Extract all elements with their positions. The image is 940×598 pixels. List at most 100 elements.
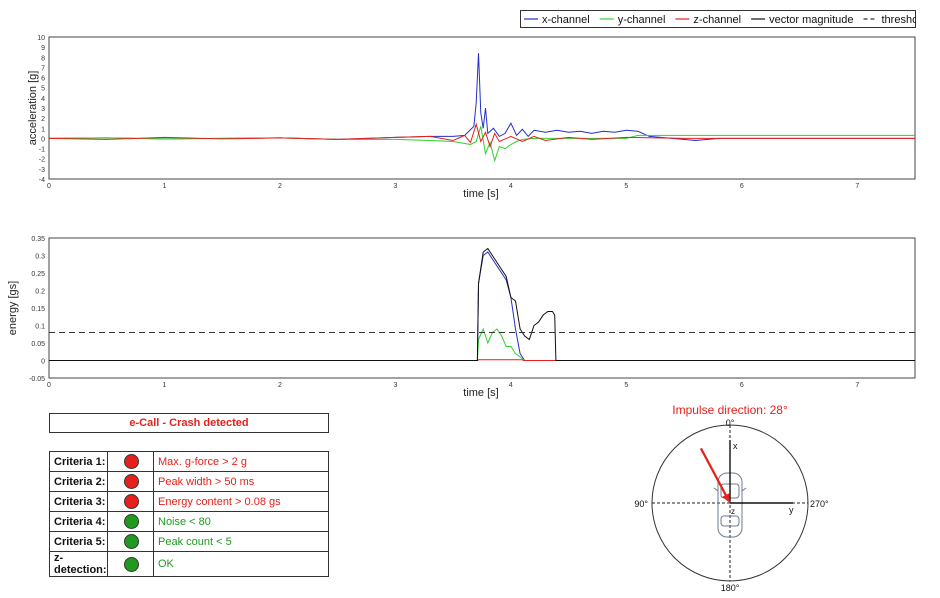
- impulse-title: Impulse direction: 28°: [672, 403, 788, 417]
- x-tick-label: 4: [509, 382, 513, 389]
- status-indicator-red: [124, 474, 139, 489]
- axis-y-label: y: [789, 505, 794, 515]
- label-0-deg: 0°: [726, 418, 735, 428]
- x-tick-label: 7: [855, 183, 859, 190]
- y-tick-label: 7: [41, 65, 45, 72]
- x-tick-label: 6: [740, 382, 744, 389]
- y-tick-label: 1: [41, 126, 45, 133]
- criteria-status-cell: [107, 511, 154, 532]
- y-tick-label: 0.35: [31, 236, 45, 243]
- y-tick-label: 0.2: [35, 289, 45, 296]
- criteria-row: Criteria 3: Energy content > 0.08 gs: [49, 491, 329, 512]
- criteria-description: Noise < 80: [153, 511, 329, 532]
- criteria-description: OK: [153, 551, 329, 577]
- y-tick-label: 9: [41, 45, 45, 52]
- y-tick-label: -3: [39, 167, 45, 174]
- series-line-z-channel: [48, 122, 915, 149]
- criteria-status-cell: [107, 551, 154, 577]
- impulse-direction-arrow: [699, 447, 729, 499]
- y-tick-label: 0.25: [31, 271, 45, 278]
- x-tick-label: 1: [163, 382, 167, 389]
- y-tick-label: 4: [41, 96, 45, 103]
- criteria-row: Criteria 2: Peak width > 50 ms: [49, 471, 329, 492]
- accel-ylabel: acceleration [g]: [27, 71, 39, 146]
- criteria-row: z-detection: OK: [49, 551, 329, 577]
- criteria-label: Criteria 4:: [49, 511, 108, 532]
- x-tick-label: 0: [47, 382, 51, 389]
- y-tick-label: 5: [41, 86, 45, 93]
- y-tick-label: -0.05: [29, 376, 45, 383]
- y-tick-label: 0.05: [31, 341, 45, 348]
- label-180-deg: 180°: [721, 583, 740, 593]
- criteria-status-cell: [107, 491, 154, 512]
- series-line-vector-magnitude: [49, 247, 915, 361]
- criteria-status-cell: [107, 471, 154, 492]
- x-tick-label: 0: [47, 183, 51, 190]
- y-tick-label: 6: [41, 76, 45, 83]
- legend: x-channel y-channel z-channel vector magnit…: [520, 10, 916, 28]
- x-tick-label: 3: [393, 382, 397, 389]
- crash-status-banner: e-Call - Crash detected: [49, 413, 329, 433]
- acceleration-chart: -4 -3 -2 -1 0 1 2 3 4 5 6 7 8 9 10 0 1 2 3 4 5 6 7 acceleratio…: [27, 35, 916, 200]
- impulse-arrow-head: [722, 493, 730, 503]
- energy-ylabel: energy [gs]: [7, 281, 19, 335]
- x-tick-label: 6: [740, 183, 744, 190]
- criteria-label: Criteria 2:: [49, 471, 108, 492]
- legend-item-2: z-channel: [675, 14, 741, 26]
- y-tick-label: -4: [39, 177, 45, 184]
- plot-area: [48, 36, 916, 180]
- y-tick-label: 0.15: [31, 306, 45, 313]
- criteria-label: Criteria 5:: [49, 531, 108, 552]
- y-tick-label: 2: [41, 116, 45, 123]
- status-indicator-red: [124, 454, 139, 469]
- y-tick-label: 0: [41, 136, 45, 143]
- axis-z-label: z: [731, 507, 735, 516]
- legend-item-0: x-channel: [524, 14, 590, 26]
- status-indicator-red: [124, 494, 139, 509]
- x-tick-label: 3: [393, 183, 397, 190]
- status-indicator-green: [124, 514, 139, 529]
- legend-item-4: threshold: [863, 14, 917, 26]
- y-tick-label: 10: [37, 35, 45, 42]
- criteria-description: Max. g-force > 2 g: [153, 451, 329, 472]
- legend-label: threshold: [882, 14, 917, 26]
- y-tick-label: -2: [39, 157, 45, 164]
- y-tick-label: 0.1: [35, 324, 45, 331]
- criteria-label: Criteria 3:: [49, 491, 108, 512]
- status-indicator-green: [124, 556, 139, 572]
- x-tick-label: 2: [278, 183, 282, 190]
- x-tick-label: 4: [509, 183, 513, 190]
- legend-item-1: y-channel: [599, 14, 666, 26]
- x-tick-label: 5: [624, 382, 628, 389]
- y-tick-label: 0.3: [35, 254, 45, 261]
- criteria-label: Criteria 1:: [49, 451, 108, 472]
- y-tick-label: 3: [41, 106, 45, 113]
- x-tick-label: 5: [624, 183, 628, 190]
- legend-label: z-channel: [693, 14, 741, 26]
- legend-label: y-channel: [618, 14, 666, 26]
- criteria-description: Peak count < 5: [153, 531, 329, 552]
- legend-label: vector magnitude: [769, 14, 853, 26]
- impulse-direction-plot: Impulse direction: 28° x y z 0° 90° 180°…: [634, 403, 829, 593]
- criteria-row: Criteria 5: Peak count < 5: [49, 531, 329, 552]
- criteria-description: Peak width > 50 ms: [153, 471, 329, 492]
- y-tick-label: 8: [41, 55, 45, 62]
- y-tick-label: 0: [41, 359, 45, 366]
- status-indicator-green: [124, 534, 139, 549]
- criteria-label: z-detection:: [49, 551, 108, 577]
- x-tick-label: 7: [855, 382, 859, 389]
- energy-xlabel: time [s]: [463, 387, 498, 399]
- axis-x-label: x: [733, 441, 738, 451]
- legend-item-3: vector magnitude: [751, 14, 854, 26]
- criteria-status-cell: [107, 451, 154, 472]
- x-tick-label: 2: [278, 382, 282, 389]
- accel-xlabel: time [s]: [463, 188, 498, 200]
- x-tick-label: 1: [163, 183, 167, 190]
- criteria-row: Criteria 1: Max. g-force > 2 g: [49, 451, 329, 472]
- criteria-description: Energy content > 0.08 gs: [153, 491, 329, 512]
- label-90-deg: 90°: [634, 499, 648, 509]
- criteria-status-cell: [107, 531, 154, 552]
- y-tick-label: -1: [39, 147, 45, 154]
- legend-label: x-channel: [542, 14, 590, 26]
